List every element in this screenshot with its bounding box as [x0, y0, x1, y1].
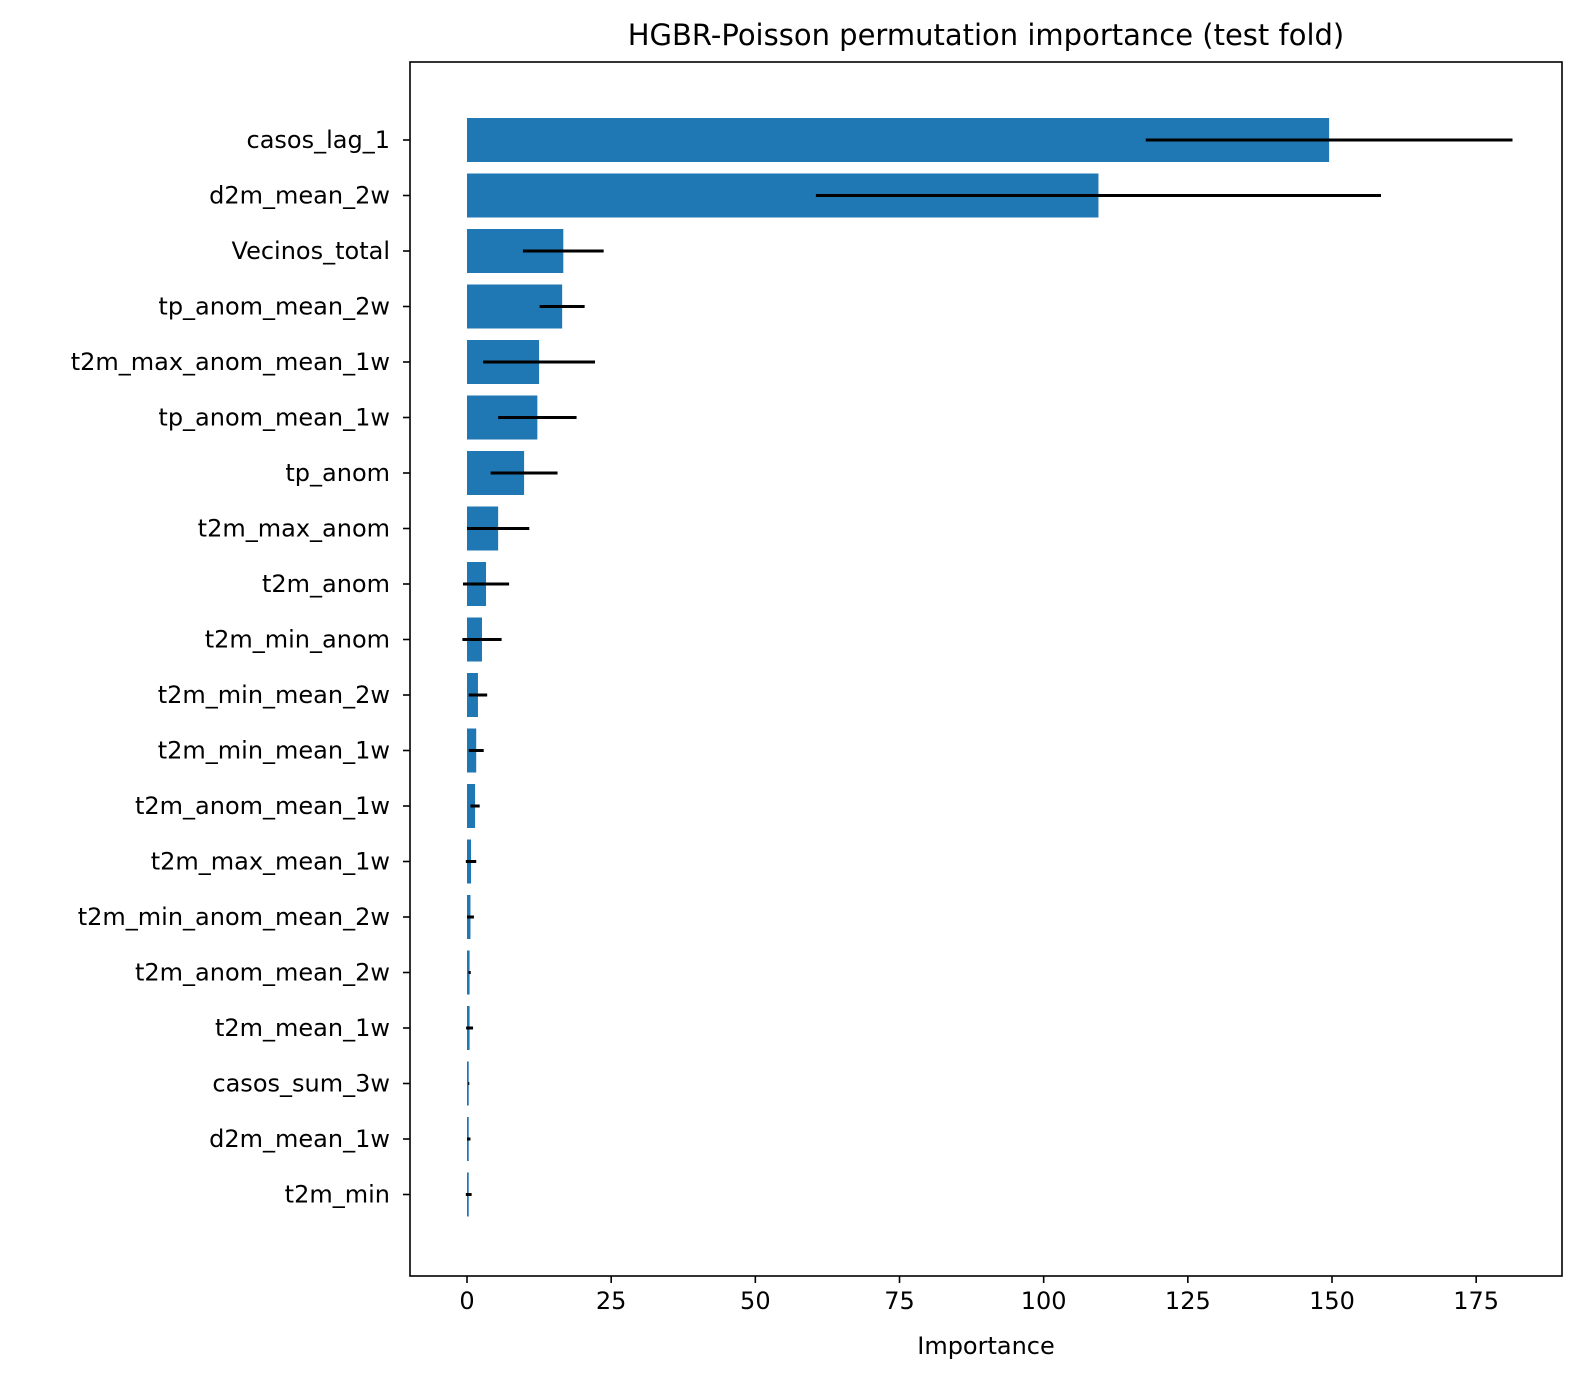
- ytick-label: t2m_max_mean_1w: [151, 848, 390, 876]
- ytick-label: t2m_min_mean_2w: [158, 681, 390, 709]
- bar-casos_sum_3w: [467, 1061, 469, 1106]
- xtick-label: 100: [1021, 1287, 1067, 1315]
- ytick-label: t2m_min_anom: [205, 626, 390, 654]
- ytick-label: d2m_mean_1w: [209, 1125, 390, 1153]
- x-axis-label: Importance: [917, 1332, 1055, 1360]
- ytick-label: t2m_mean_1w: [215, 1014, 390, 1042]
- ytick-label: tp_anom: [285, 459, 390, 487]
- ytick-label: d2m_mean_2w: [209, 182, 390, 210]
- ytick-label: t2m_anom: [262, 570, 390, 598]
- xtick-label: 75: [884, 1287, 915, 1315]
- xtick-label: 50: [740, 1287, 771, 1315]
- ytick-label: t2m_min_mean_1w: [158, 737, 390, 765]
- ytick-label: tp_anom_mean_2w: [158, 293, 390, 321]
- ytick-label: t2m_min_anom_mean_2w: [78, 903, 390, 931]
- ytick-label: t2m_max_anom_mean_1w: [71, 348, 390, 376]
- ytick-label: Vecinos_total: [232, 237, 390, 265]
- y-axis-ticks: casos_lag_1 d2m_mean_2w Vecinos_total tp_an…: [71, 126, 410, 1209]
- xtick-label: 0: [459, 1287, 474, 1315]
- xtick-label: 175: [1453, 1287, 1499, 1315]
- ytick-label: casos_lag_1: [247, 126, 390, 154]
- bar-t2m_anom_mean_2w: [467, 950, 470, 995]
- xtick-label: 150: [1309, 1287, 1355, 1315]
- ytick-label: tp_anom_mean_1w: [158, 404, 390, 432]
- chart-title: HGBR-Poisson permutation importance (tes…: [628, 18, 1345, 52]
- ytick-label: t2m_anom_mean_2w: [135, 959, 390, 987]
- ytick-label: t2m_anom_mean_1w: [135, 792, 390, 820]
- xtick-label: 125: [1165, 1287, 1211, 1315]
- ytick-label: casos_sum_3w: [212, 1070, 390, 1098]
- bars-layer: [467, 118, 1330, 1217]
- plot-frame: [409, 61, 1563, 1277]
- ytick-label: t2m_min: [285, 1181, 390, 1209]
- x-axis-ticks: 0 25 50 75 100 125 150 175: [459, 1276, 1499, 1315]
- errorbars-layer: [462, 138, 1513, 1196]
- xtick-label: 25: [596, 1287, 627, 1315]
- ytick-label: t2m_max_anom: [198, 515, 390, 543]
